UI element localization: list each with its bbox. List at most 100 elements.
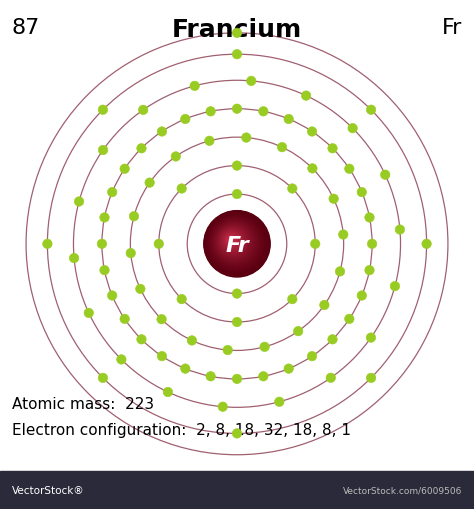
Circle shape [157,127,167,137]
Circle shape [74,197,84,207]
Circle shape [259,372,268,381]
Circle shape [319,301,329,310]
Circle shape [210,218,261,269]
Circle shape [259,107,268,117]
Circle shape [232,318,242,327]
Circle shape [345,165,354,174]
Circle shape [207,215,265,272]
Circle shape [307,352,317,361]
Circle shape [226,235,237,246]
Circle shape [284,364,293,374]
Circle shape [209,216,263,270]
Circle shape [228,237,234,243]
Circle shape [218,227,249,258]
Circle shape [208,216,264,271]
Circle shape [307,127,317,137]
Circle shape [209,217,262,270]
Circle shape [217,225,251,259]
Circle shape [217,225,250,259]
Circle shape [157,315,166,324]
Circle shape [329,194,338,204]
Circle shape [69,254,79,263]
Circle shape [220,229,246,255]
Circle shape [366,106,376,115]
Circle shape [232,289,242,299]
Circle shape [98,374,108,383]
Circle shape [84,308,93,318]
Circle shape [207,214,265,273]
Circle shape [205,212,269,276]
Circle shape [100,266,109,275]
Circle shape [390,282,400,291]
Circle shape [395,225,405,235]
Circle shape [206,107,215,117]
Circle shape [98,146,108,155]
Circle shape [177,184,186,194]
Circle shape [229,238,232,242]
Circle shape [310,240,320,249]
Circle shape [204,211,270,277]
Circle shape [222,231,242,251]
Circle shape [345,315,354,324]
Circle shape [219,228,247,256]
Circle shape [224,233,240,249]
Circle shape [367,240,377,249]
Circle shape [229,239,232,241]
Circle shape [205,213,268,275]
Circle shape [43,240,52,249]
Text: Fr: Fr [442,18,462,38]
Circle shape [328,144,337,154]
Circle shape [205,137,214,146]
Circle shape [145,179,155,188]
Circle shape [218,402,228,412]
Circle shape [224,233,240,248]
Circle shape [215,223,253,261]
Circle shape [220,229,245,253]
Circle shape [228,238,233,242]
Circle shape [187,336,197,346]
Circle shape [218,226,250,258]
Circle shape [284,115,293,125]
Circle shape [232,50,242,60]
Circle shape [137,144,146,154]
Circle shape [129,212,139,221]
Circle shape [208,215,264,272]
Circle shape [227,236,236,245]
Circle shape [136,285,145,294]
Circle shape [226,235,237,246]
Circle shape [210,218,260,268]
Circle shape [357,291,366,301]
Circle shape [206,372,215,381]
Circle shape [157,352,167,361]
Circle shape [212,220,257,266]
Circle shape [232,375,242,384]
Circle shape [227,236,235,244]
Circle shape [223,232,241,250]
Circle shape [120,315,129,324]
Circle shape [301,92,311,101]
Circle shape [365,213,374,223]
Circle shape [422,240,431,249]
Circle shape [223,346,232,355]
Circle shape [288,184,297,194]
Circle shape [214,222,255,263]
Circle shape [138,106,148,116]
Circle shape [225,234,238,247]
Bar [0,471,474,509]
Circle shape [348,124,357,134]
Circle shape [222,231,243,251]
Circle shape [216,224,252,260]
Circle shape [181,364,190,374]
Circle shape [216,224,252,261]
Text: Fr: Fr [225,236,249,256]
Circle shape [204,212,270,277]
Circle shape [120,165,129,174]
Text: VectorStock®: VectorStock® [12,485,85,495]
Circle shape [223,232,242,250]
Circle shape [221,230,244,253]
Circle shape [366,374,376,383]
Text: VectorStock.com/6009506: VectorStock.com/6009506 [343,486,462,495]
Circle shape [211,219,259,267]
Circle shape [154,240,164,249]
Text: Atomic mass:  223: Atomic mass: 223 [12,396,154,411]
